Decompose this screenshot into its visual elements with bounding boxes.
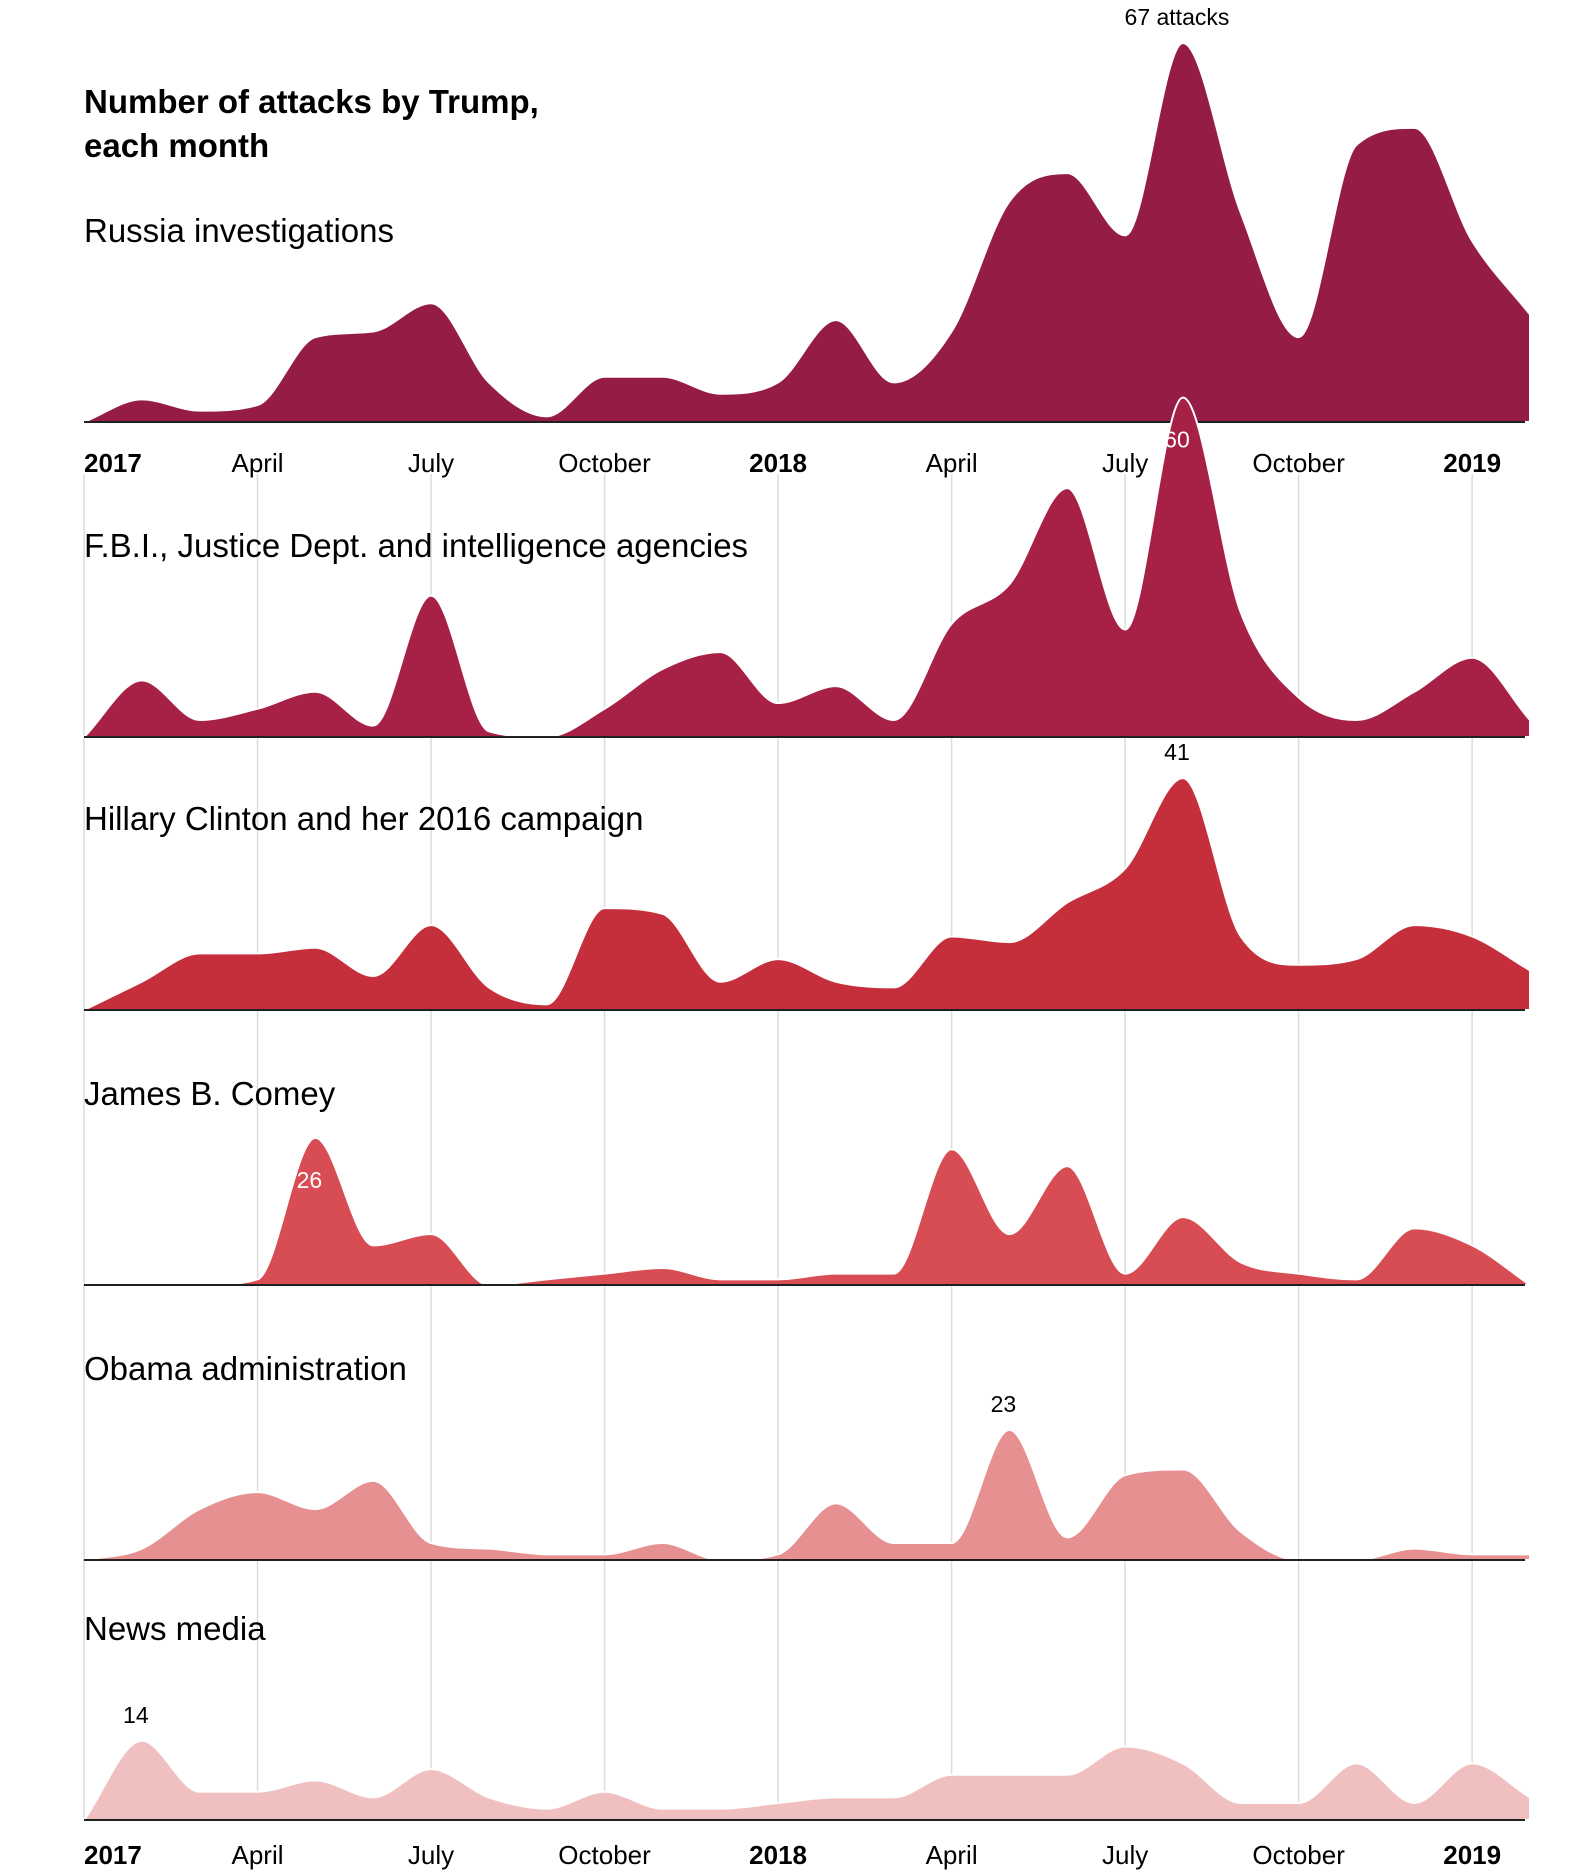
- x-tick-label: 2018: [749, 1840, 807, 1870]
- x-tick-label: July: [1102, 448, 1148, 478]
- area: [82, 1739, 1531, 1821]
- area: [83, 41, 1531, 423]
- series-name: News media: [84, 1610, 266, 1647]
- x-tick-label: October: [1252, 448, 1345, 478]
- chart-title: Number of attacks by Trump, each month: [84, 83, 539, 164]
- series-name: F.B.I., Justice Dept. and intelligence a…: [84, 527, 748, 564]
- ridge-panel: Obama administration 23: [83, 1350, 1531, 1562]
- x-tick-label: October: [558, 1840, 651, 1870]
- x-tick-label: April: [232, 448, 284, 478]
- area: [83, 777, 1531, 1011]
- ridge-panel: James B. Comey 26: [83, 1075, 1534, 1287]
- value-label: 67 attacks: [1125, 4, 1230, 30]
- series-name: James B. Comey: [84, 1075, 336, 1112]
- x-tick-label: April: [926, 448, 978, 478]
- x-tick-label: 2018: [749, 448, 807, 478]
- area: [83, 1428, 1531, 1562]
- x-tick-label: July: [1102, 1840, 1148, 1870]
- x-tick-label: July: [408, 448, 454, 478]
- ridge-panel: F.B.I., Justice Dept. and intelligence a…: [81, 396, 1531, 739]
- areas: Russia investigations 67 attacks F.B.I., J…: [81, 4, 1534, 1821]
- value-label: 60: [1164, 427, 1190, 453]
- x-tick-label: October: [1252, 1840, 1345, 1870]
- value-label: 14: [123, 1702, 149, 1728]
- x-tick-label: October: [558, 448, 651, 478]
- ridge-panel: Russia investigations 67 attacks: [83, 4, 1531, 423]
- x-tick-label: April: [926, 1840, 978, 1870]
- ridge-panel: Hillary Clinton and her 2016 campaign 41: [83, 739, 1531, 1011]
- area: [83, 1136, 1534, 1287]
- x-tick-label: July: [408, 1840, 454, 1870]
- x-tick-label: 2017: [84, 1840, 142, 1870]
- ridge-panel: News media 14: [82, 1610, 1531, 1821]
- area: [81, 396, 1531, 739]
- x-tick-label: 2019: [1443, 1840, 1501, 1870]
- series-name: Obama administration: [84, 1350, 407, 1387]
- series-name: Hillary Clinton and her 2016 campaign: [84, 800, 644, 837]
- value-label: 41: [1164, 739, 1190, 765]
- value-label: 26: [297, 1167, 323, 1193]
- x-tick-label: April: [232, 1840, 284, 1870]
- x-tick-label: 2017: [84, 448, 142, 478]
- value-label: 23: [991, 1391, 1017, 1417]
- x-tick-label: 2019: [1443, 448, 1501, 478]
- series-name: Russia investigations: [84, 212, 394, 249]
